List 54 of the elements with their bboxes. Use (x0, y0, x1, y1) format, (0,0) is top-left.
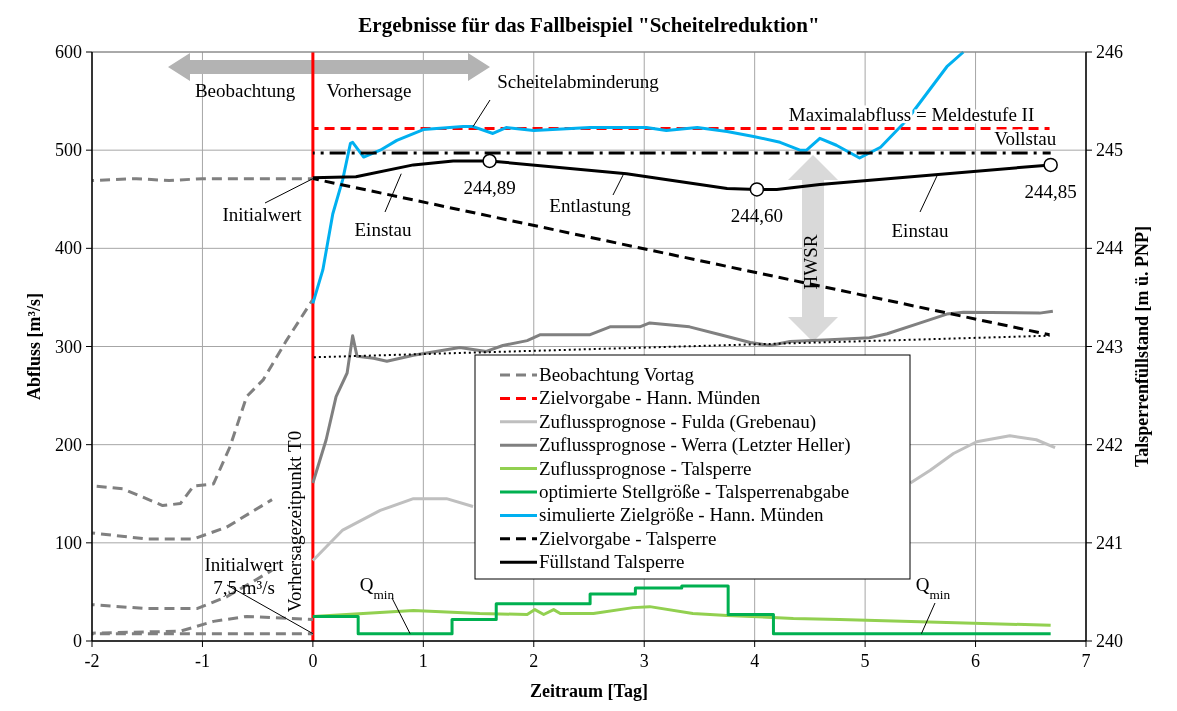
annotation: Initialwert 7,5 m³/s (204, 554, 285, 598)
annotation: Q$_{min}$ (915, 574, 951, 602)
annotation: Maximalabfluss = Meldestufe II (788, 103, 1035, 125)
legend-label: Zielvorgabe - Hann. Münden (539, 387, 761, 409)
y-tick-label: 0 (73, 631, 82, 651)
y2-tick-label: 246 (1096, 42, 1123, 62)
legend-label: Zuflussprognose - Werra (Letzter Heller) (539, 434, 851, 457)
annotation: HWSR (800, 234, 822, 290)
x-tick-label: 2 (529, 651, 539, 671)
data-label: 244,60 (730, 205, 783, 227)
legend-label: Beobachtung Vortag (539, 364, 695, 385)
y-tick-label: 200 (55, 434, 82, 455)
annotation: Entlastung (549, 195, 632, 216)
x-tick-label: 5 (860, 651, 870, 671)
x-tick-label: -2 (84, 651, 100, 671)
data-label: 244,89 (463, 176, 516, 198)
ref-line-label: Vorhersagezeitpunkt T0 (283, 430, 305, 613)
y2-tick-label: 242 (1096, 434, 1123, 455)
legend-label: Zuflussprognose - Fulda (Grebenau) (539, 410, 817, 433)
legend-label: optimierte Stellgröße - Talsperrenabgabe (539, 481, 850, 502)
x-tick-label: -1 (194, 651, 210, 671)
annotation: Vorhersage (326, 80, 412, 101)
annotation: Einstau (891, 220, 949, 241)
y2-tick-label: 243 (1096, 336, 1123, 357)
annotation: Vollstau (994, 128, 1057, 150)
y2-axis-title: Talsperrenfüllstand [m ü. PNP] (1132, 225, 1152, 468)
legend-label: simulierte Zielgröße - Hann. Münden (539, 504, 824, 526)
y-tick-label: 400 (55, 238, 82, 259)
data-label: 244,85 (1024, 180, 1077, 202)
y-tick-label: 600 (55, 42, 82, 62)
legend-label: Füllstand Talsperre (539, 551, 685, 573)
x-tick-label: 6 (971, 651, 981, 671)
x-tick-label: 7 (1081, 651, 1091, 671)
x-tick-label: 1 (418, 651, 428, 671)
x-tick-label: 0 (308, 651, 318, 671)
y2-tick-label: 244 (1096, 238, 1123, 259)
x-axis-title: Zeitraum [Tag] (530, 681, 648, 701)
x-tick-label: 4 (750, 651, 760, 671)
annotation: Beobachtung (194, 80, 296, 101)
y2-tick-label: 240 (1096, 631, 1123, 651)
y2-tick-label: 245 (1096, 140, 1123, 161)
annotation: Initialwert (222, 204, 303, 225)
annotation: Q$_{min}$ (359, 574, 395, 602)
y-tick-label: 500 (55, 140, 82, 161)
y2-tick-label: 241 (1096, 532, 1123, 553)
annotation: Scheitelabminderung (497, 71, 660, 92)
legend-label: Zuflussprognose - Talsperre (539, 457, 752, 479)
chart-title: Ergebnisse für das Fallbeispiel "Scheitelreduktion" (358, 13, 820, 37)
annotation: Einstau (354, 219, 412, 240)
y-tick-label: 300 (55, 336, 82, 357)
y-axis-title: Abfluss [m³/s] (24, 293, 44, 400)
legend-label: Zielvorgabe - Talsperre (539, 527, 717, 549)
x-tick-label: 3 (639, 651, 649, 671)
y-tick-label: 100 (55, 532, 82, 553)
